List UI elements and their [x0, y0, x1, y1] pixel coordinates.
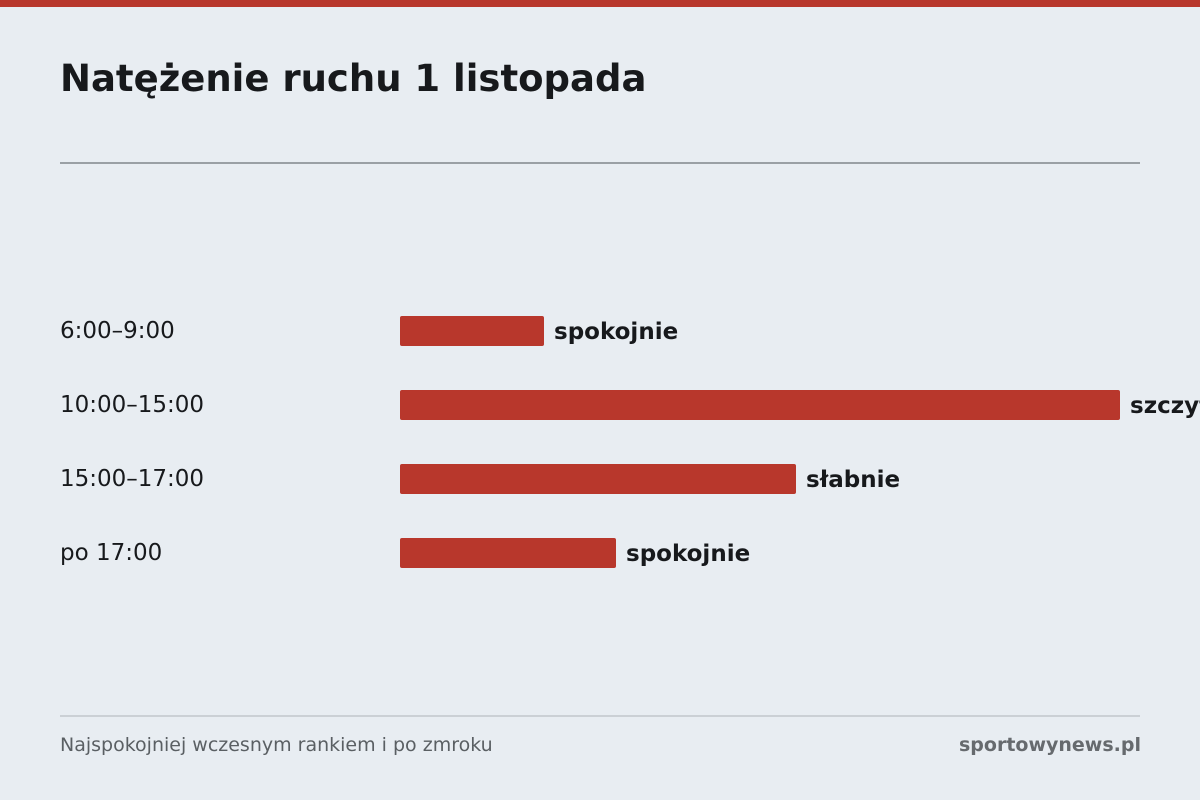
page-title: Natężenie ruchu 1 listopada: [60, 57, 647, 100]
footer-note: Najspokojniej wczesnym rankiem i po zmro…: [60, 734, 493, 756]
bar: [400, 316, 544, 346]
category-label: po 17:00: [60, 540, 162, 566]
category-label: 6:00–9:00: [60, 318, 175, 344]
category-label: 15:00–17:00: [60, 466, 204, 492]
source-credit: sportowynews.pl: [958, 734, 1141, 756]
bar-value-label: słabnie: [806, 467, 900, 493]
bar: [400, 390, 1120, 420]
title-divider: [60, 162, 1140, 164]
bar: [400, 464, 796, 494]
bar: [400, 538, 616, 568]
bar-value-label: spokojnie: [626, 541, 750, 567]
category-label: 10:00–15:00: [60, 392, 204, 418]
bar-value-label: spokojnie: [554, 319, 678, 345]
bar-value-label: szczyt: [1130, 393, 1200, 419]
top-accent-bar: [0, 0, 1200, 7]
footer-divider: [60, 715, 1140, 717]
